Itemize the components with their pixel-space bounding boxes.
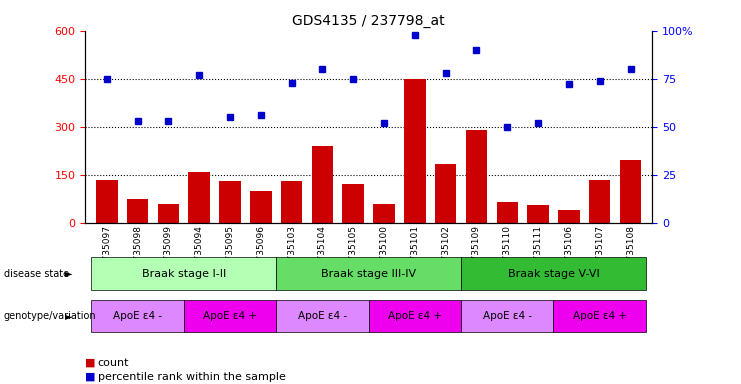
Bar [465, 130, 488, 223]
Bar [219, 181, 241, 223]
Bar [127, 199, 148, 223]
Bar [373, 204, 395, 223]
Text: ►: ► [65, 268, 73, 279]
Text: ApoE ε4 +: ApoE ε4 + [573, 311, 627, 321]
Bar [528, 205, 549, 223]
Bar [312, 146, 333, 223]
Text: count: count [98, 358, 130, 368]
Text: ApoE ε4 -: ApoE ε4 - [482, 311, 532, 321]
Text: ►: ► [65, 311, 73, 321]
Text: Braak stage III-IV: Braak stage III-IV [321, 268, 416, 279]
Text: ApoE ε4 -: ApoE ε4 - [113, 311, 162, 321]
Bar [558, 210, 579, 223]
Bar [281, 181, 302, 223]
Text: disease state: disease state [4, 268, 69, 279]
Text: Braak stage V-VI: Braak stage V-VI [508, 268, 599, 279]
Title: GDS4135 / 237798_at: GDS4135 / 237798_at [293, 14, 445, 28]
Bar [342, 184, 364, 223]
Bar [619, 161, 641, 223]
Text: Braak stage I-II: Braak stage I-II [142, 268, 226, 279]
Text: ■: ■ [85, 372, 96, 382]
Text: ApoE ε4 +: ApoE ε4 + [203, 311, 257, 321]
Bar [404, 79, 425, 223]
Text: ApoE ε4 +: ApoE ε4 + [388, 311, 442, 321]
Bar [435, 164, 456, 223]
Bar [158, 204, 179, 223]
Bar [188, 172, 210, 223]
Bar [496, 202, 518, 223]
Bar [589, 180, 611, 223]
Text: ApoE ε4 -: ApoE ε4 - [298, 311, 347, 321]
Text: percentile rank within the sample: percentile rank within the sample [98, 372, 286, 382]
Text: ■: ■ [85, 358, 96, 368]
Bar [96, 180, 118, 223]
Text: genotype/variation: genotype/variation [4, 311, 96, 321]
Bar [250, 191, 272, 223]
